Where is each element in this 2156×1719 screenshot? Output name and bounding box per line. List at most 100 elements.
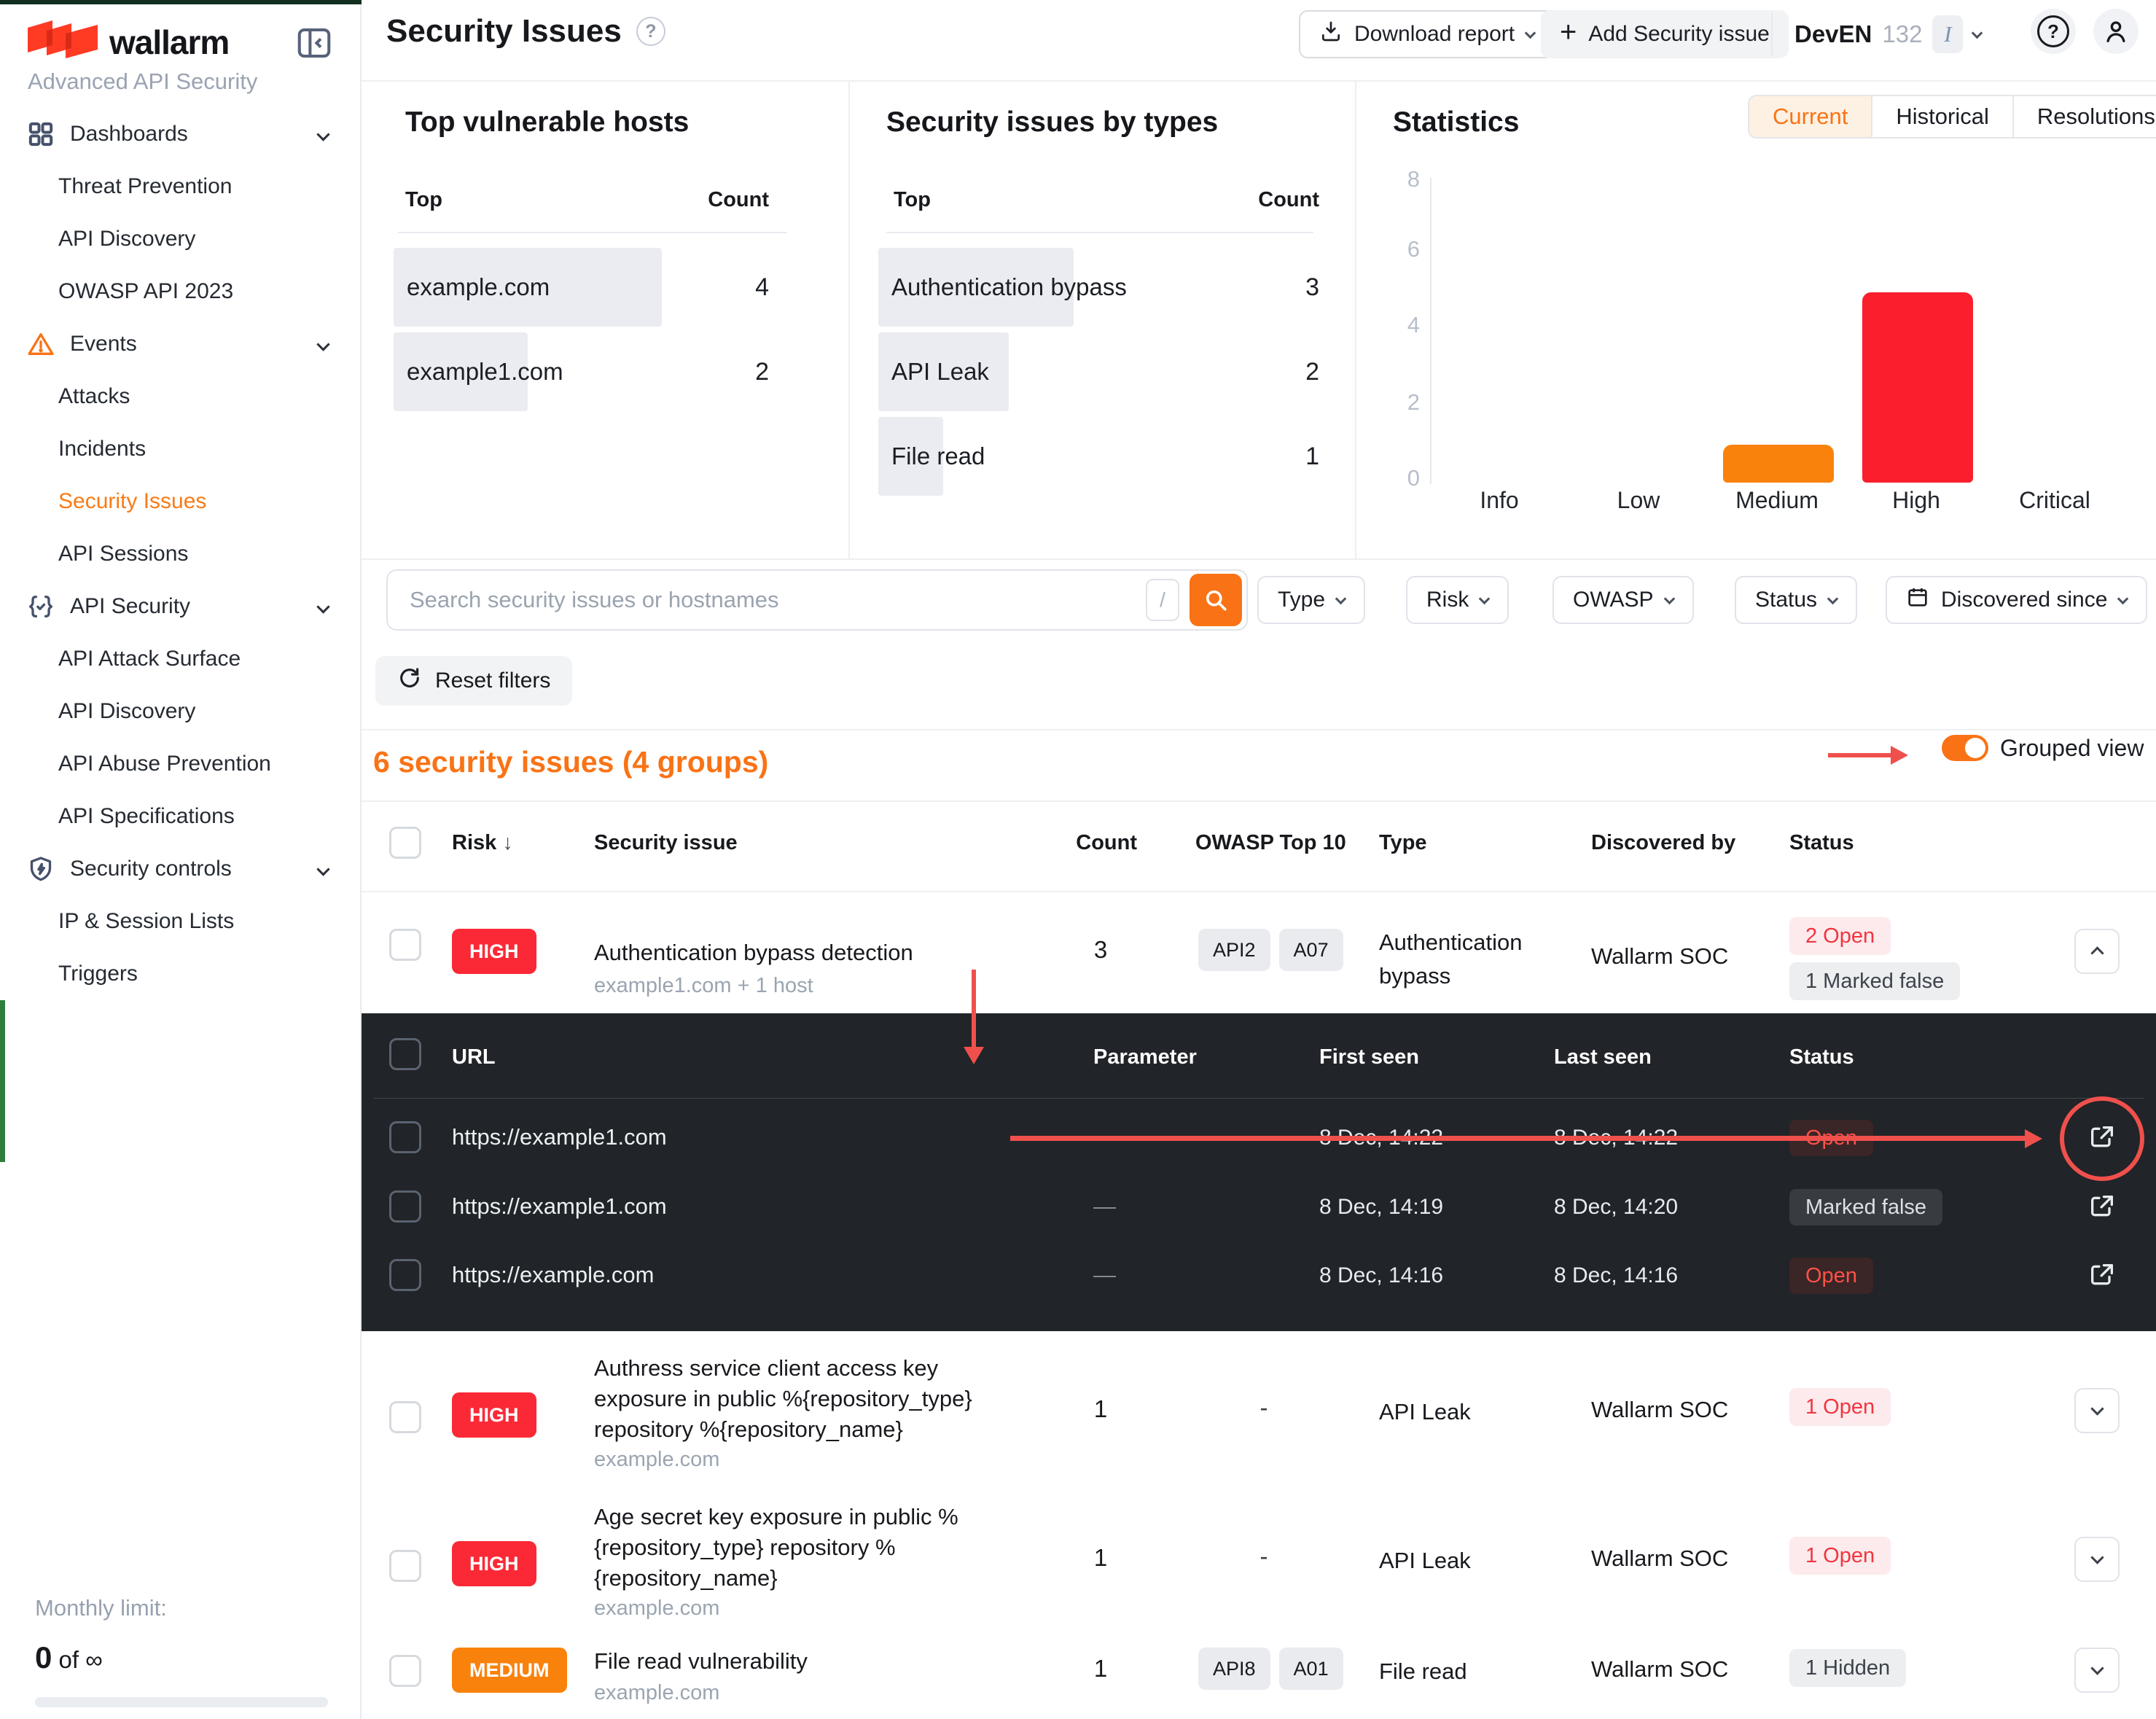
tab-resolutions[interactable]: Resolutions: [2012, 96, 2156, 137]
row-checkbox[interactable]: [389, 1121, 421, 1153]
issue-row[interactable]: HIGH Authress service client access key …: [362, 1331, 2156, 1480]
sidebar-item-threat-prevention[interactable]: Threat Prevention: [0, 160, 360, 213]
hosts-row[interactable]: example1.com: [394, 332, 799, 411]
row-checkbox[interactable]: [389, 1550, 421, 1582]
separator: [362, 891, 2156, 892]
sidebar: wallarm Advanced API Security Dashboards…: [0, 0, 362, 1719]
issues-summary: 6 security issues (4 groups): [373, 745, 769, 779]
types-row[interactable]: API Leak: [878, 332, 1330, 411]
environment-switcher[interactable]: DevEN 132 I: [1794, 10, 1983, 58]
issue-title[interactable]: Authress service client access key expos…: [594, 1355, 972, 1442]
owasp-badge: API2: [1198, 929, 1270, 971]
issue-title[interactable]: Age secret key exposure in public %{repo…: [594, 1504, 958, 1591]
title-help-icon[interactable]: ?: [636, 17, 665, 46]
sidebar-item-api-discovery[interactable]: API Discovery: [0, 685, 360, 738]
issue-row[interactable]: MEDIUM File read vulnerability example.c…: [362, 1629, 2156, 1719]
row-checkbox[interactable]: [389, 929, 421, 961]
open-in-new-icon[interactable]: [2087, 1192, 2117, 1221]
col-owasp: OWASP Top 10: [1195, 831, 1346, 854]
search-input[interactable]: Search security issues or hostnames /: [386, 569, 1248, 631]
row-checkbox[interactable]: [389, 1401, 421, 1433]
collapse-group-button[interactable]: [2074, 929, 2120, 974]
type-label: Authentication bypass: [891, 273, 1127, 300]
download-report-label: Download report: [1354, 22, 1515, 46]
monthly-limit-progressbar: [35, 1697, 328, 1707]
risk-badge: HIGH: [452, 929, 536, 974]
sidebar-item-api-specifications[interactable]: API Specifications: [0, 790, 360, 843]
sidebar-item-ip-session-lists[interactable]: IP & Session Lists: [0, 895, 360, 948]
hit-first-seen: 8 Dec, 14:19: [1319, 1195, 1444, 1219]
sidebar-item-security-issues[interactable]: Security Issues: [0, 475, 360, 528]
issue-row[interactable]: HIGH Authentication bypass detection exa…: [362, 897, 2156, 1013]
user-avatar[interactable]: [2093, 9, 2139, 54]
issue-title[interactable]: File read vulnerability: [594, 1648, 808, 1674]
hosts-bar: [394, 248, 662, 327]
issue-title[interactable]: Authentication bypass detection: [594, 940, 913, 965]
sidebar-item-events[interactable]: Events: [0, 318, 360, 370]
types-row[interactable]: Authentication bypass: [878, 248, 1330, 327]
types-panel-title: Security issues by types: [886, 106, 1219, 138]
issue-host: example.com: [594, 1448, 720, 1471]
col-risk[interactable]: Risk ↓: [452, 831, 513, 854]
row-checkbox[interactable]: [389, 1655, 421, 1687]
risk-badge: MEDIUM: [452, 1648, 567, 1693]
hosts-row[interactable]: example.com: [394, 248, 799, 327]
select-all-checkbox[interactable]: [389, 827, 421, 859]
help-button[interactable]: ?: [2031, 9, 2076, 54]
filter-status[interactable]: Status: [1735, 576, 1858, 624]
filter-discovered-since[interactable]: Discovered since: [1886, 576, 2148, 624]
col-count: Count: [1076, 831, 1137, 854]
tab-historical[interactable]: Historical: [1871, 96, 2012, 137]
filter-owasp[interactable]: OWASP: [1552, 576, 1694, 624]
download-report-button[interactable]: Download report: [1299, 10, 1555, 58]
sort-desc-icon: ↓: [502, 831, 513, 854]
col-url: URL: [452, 1045, 496, 1069]
collapse-sidebar-icon[interactable]: [294, 23, 334, 63]
sidebar-item-label: API Attack Surface: [58, 647, 241, 671]
tab-current[interactable]: Current: [1749, 96, 1872, 137]
filter-type[interactable]: Type: [1257, 576, 1366, 624]
plus-icon: +: [1560, 16, 1577, 48]
hit-url[interactable]: https://example.com: [452, 1262, 655, 1287]
issue-type: Authentication bypass: [1379, 929, 1523, 989]
search-placeholder: Search security issues or hostnames: [410, 587, 779, 612]
sidebar-item-incidents[interactable]: Incidents: [0, 423, 360, 475]
expand-group-button[interactable]: [2074, 1537, 2120, 1582]
y-tick: 0: [1407, 465, 1420, 491]
status-badges: 1 Open: [1789, 1537, 1891, 1575]
sidebar-item-api-abuse-prevention[interactable]: API Abuse Prevention: [0, 738, 360, 790]
sidebar-item-security-controls[interactable]: Security controls: [0, 843, 360, 895]
row-checkbox[interactable]: [389, 1190, 421, 1223]
issue-row[interactable]: HIGH Age secret key exposure in public %…: [362, 1480, 2156, 1629]
sidebar-item-label: Dashboards: [70, 122, 188, 146]
issue-type: File read: [1379, 1658, 1467, 1684]
sidebar-item-attacks[interactable]: Attacks: [0, 370, 360, 423]
sidebar-item-api-security[interactable]: API Security: [0, 580, 360, 633]
filter-risk[interactable]: Risk: [1406, 576, 1509, 624]
hit-status: Open: [1789, 1258, 1873, 1294]
sidebar-item-api-sessions[interactable]: API Sessions: [0, 528, 360, 580]
select-all-checkbox-dark[interactable]: [389, 1038, 421, 1070]
expand-group-button[interactable]: [2074, 1648, 2120, 1693]
sidebar-item-api-attack-surface[interactable]: API Attack Surface: [0, 633, 360, 685]
sidebar-item-triggers[interactable]: Triggers: [0, 948, 360, 1000]
open-in-new-icon[interactable]: [2087, 1260, 2117, 1290]
issue-count: 3: [1093, 936, 1108, 963]
row-checkbox[interactable]: [389, 1259, 421, 1291]
types-row[interactable]: File read: [878, 417, 1330, 496]
sidebar-item-label: API Security: [70, 594, 191, 618]
grouped-view-toggle[interactable]: [1942, 735, 1988, 761]
reset-filters-button[interactable]: Reset filters: [375, 656, 573, 706]
sidebar-item-owasp-api-2023[interactable]: OWASP API 2023: [0, 265, 360, 318]
owasp-badge: A01: [1278, 1648, 1343, 1690]
sidebar-item-label: Security Issues: [58, 489, 207, 513]
sidebar-item-label: API Abuse Prevention: [58, 752, 271, 776]
search-button[interactable]: [1190, 574, 1242, 626]
hit-url[interactable]: https://example1.com: [452, 1124, 667, 1150]
sidebar-item-api-discovery[interactable]: API Discovery: [0, 213, 360, 265]
add-security-issue-button[interactable]: + Add Security issue: [1541, 10, 1789, 58]
hit-url[interactable]: https://example1.com: [452, 1193, 667, 1219]
sidebar-item-dashboards[interactable]: Dashboards: [0, 108, 360, 160]
expand-group-button[interactable]: [2074, 1388, 2120, 1433]
severity-bar-chart: [1432, 178, 2117, 483]
